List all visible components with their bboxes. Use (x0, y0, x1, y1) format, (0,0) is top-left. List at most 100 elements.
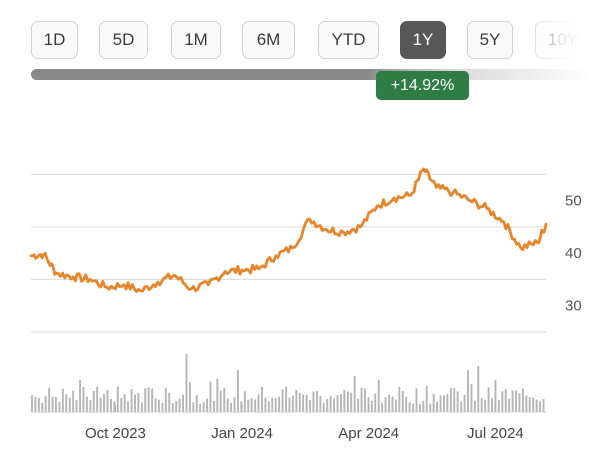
volume-bar (446, 393, 449, 412)
volume-bar (75, 399, 78, 412)
volume-bar (82, 387, 85, 412)
volume-bar (79, 380, 81, 412)
volume-bar (340, 394, 342, 412)
volume-bar (412, 403, 414, 412)
volume-bar (535, 399, 538, 412)
volume-bar (319, 395, 322, 412)
volume-bar (106, 389, 109, 412)
volume-bar (487, 387, 490, 412)
volume-bar (460, 401, 463, 412)
volume-bar (51, 396, 54, 412)
volume-bar (161, 403, 164, 412)
volume-bar (419, 403, 421, 412)
volume-bar (394, 399, 397, 412)
volume-bar (113, 401, 116, 412)
volume-bar (391, 396, 394, 412)
volume-bar (254, 399, 257, 412)
volume-bar (525, 395, 528, 412)
volume-bar (528, 397, 531, 412)
volume-bar (360, 387, 363, 412)
volume-bar (65, 394, 68, 412)
x-axis-labels: Oct 2023 Jan 2024 Apr 2024 Jul 2024 (85, 405, 524, 442)
range-button-1d[interactable]: 1D (31, 21, 78, 59)
volume-bar (312, 391, 315, 412)
volume-bar (164, 388, 167, 412)
volume-bar (367, 397, 370, 412)
range-button-6m[interactable]: 6M (242, 21, 295, 59)
volume-bar (518, 393, 521, 412)
volume-bar (511, 390, 514, 412)
volume-bar (298, 392, 301, 412)
volume-bar (243, 391, 246, 412)
volume-bars (31, 354, 545, 412)
volume-bar (140, 402, 143, 412)
volume-bar (326, 398, 329, 412)
volume-bar (130, 389, 133, 412)
volume-bar (374, 393, 377, 412)
volume-bar (96, 386, 99, 412)
range-button-5y[interactable]: 5Y (467, 21, 513, 59)
volume-bar (206, 398, 208, 412)
volume-bar (99, 397, 102, 412)
volume-bar (123, 394, 126, 412)
y-tick-label: 30 (565, 298, 582, 315)
volume-bar (429, 403, 432, 412)
volume-bar (494, 380, 497, 412)
volume-bar (333, 398, 335, 412)
volume-bar (199, 403, 202, 412)
volume-bar (85, 396, 88, 412)
y-tick-label: 50 (565, 193, 582, 210)
volume-bar (370, 400, 373, 412)
volume-bar (425, 386, 428, 412)
volume-bar (515, 390, 517, 412)
volume-bar (336, 395, 339, 412)
range-button-5d[interactable]: 5D (99, 21, 148, 59)
volume-bar (264, 397, 267, 412)
range-button-ytd[interactable]: YTD (318, 21, 379, 59)
volume-bar (72, 390, 75, 412)
volume-bar (364, 388, 366, 412)
volume-bar (158, 399, 160, 412)
volume-bar (116, 386, 119, 412)
volume-bar (58, 401, 61, 412)
volume-bar (316, 390, 318, 412)
volume-bar (388, 394, 390, 412)
range-scrubber-track[interactable] (31, 69, 591, 80)
range-button-1y[interactable]: 1Y (400, 21, 446, 59)
volume-bar (322, 402, 325, 412)
change-percent-badge: +14.92% (376, 71, 469, 100)
volume-bar (504, 389, 507, 412)
volume-bar (350, 392, 353, 412)
volume-bar (274, 398, 277, 412)
volume-bar (178, 398, 181, 412)
volume-bar (281, 389, 284, 412)
volume-bar (250, 398, 253, 412)
volume-bar (522, 388, 524, 412)
price-line (29, 167, 548, 293)
volume-bar (233, 397, 236, 412)
y-axis-labels: 30 40 50 (565, 193, 582, 315)
volume-bar (271, 398, 274, 412)
volume-bar (61, 388, 64, 412)
volume-bar (470, 383, 473, 412)
volume-bar (144, 388, 147, 412)
range-button-1m[interactable]: 1M (171, 21, 221, 59)
volume-bar (377, 380, 380, 412)
volume-bar (401, 391, 404, 412)
volume-bar (480, 397, 483, 412)
volume-bar (278, 396, 281, 412)
volume-bar (343, 389, 346, 412)
volume-bar (329, 395, 332, 412)
volume-bar (484, 399, 487, 412)
volume-bar (436, 401, 438, 412)
volume-bar (31, 395, 33, 412)
volume-bar (41, 402, 44, 412)
volume-bar (223, 387, 226, 412)
volume-bar (456, 391, 459, 412)
volume-bar (213, 401, 215, 412)
volume-bar (473, 400, 476, 412)
volume-bar (230, 402, 232, 412)
volume-bar (151, 388, 154, 412)
volume-bar (103, 393, 105, 412)
volume-bar (120, 398, 123, 412)
